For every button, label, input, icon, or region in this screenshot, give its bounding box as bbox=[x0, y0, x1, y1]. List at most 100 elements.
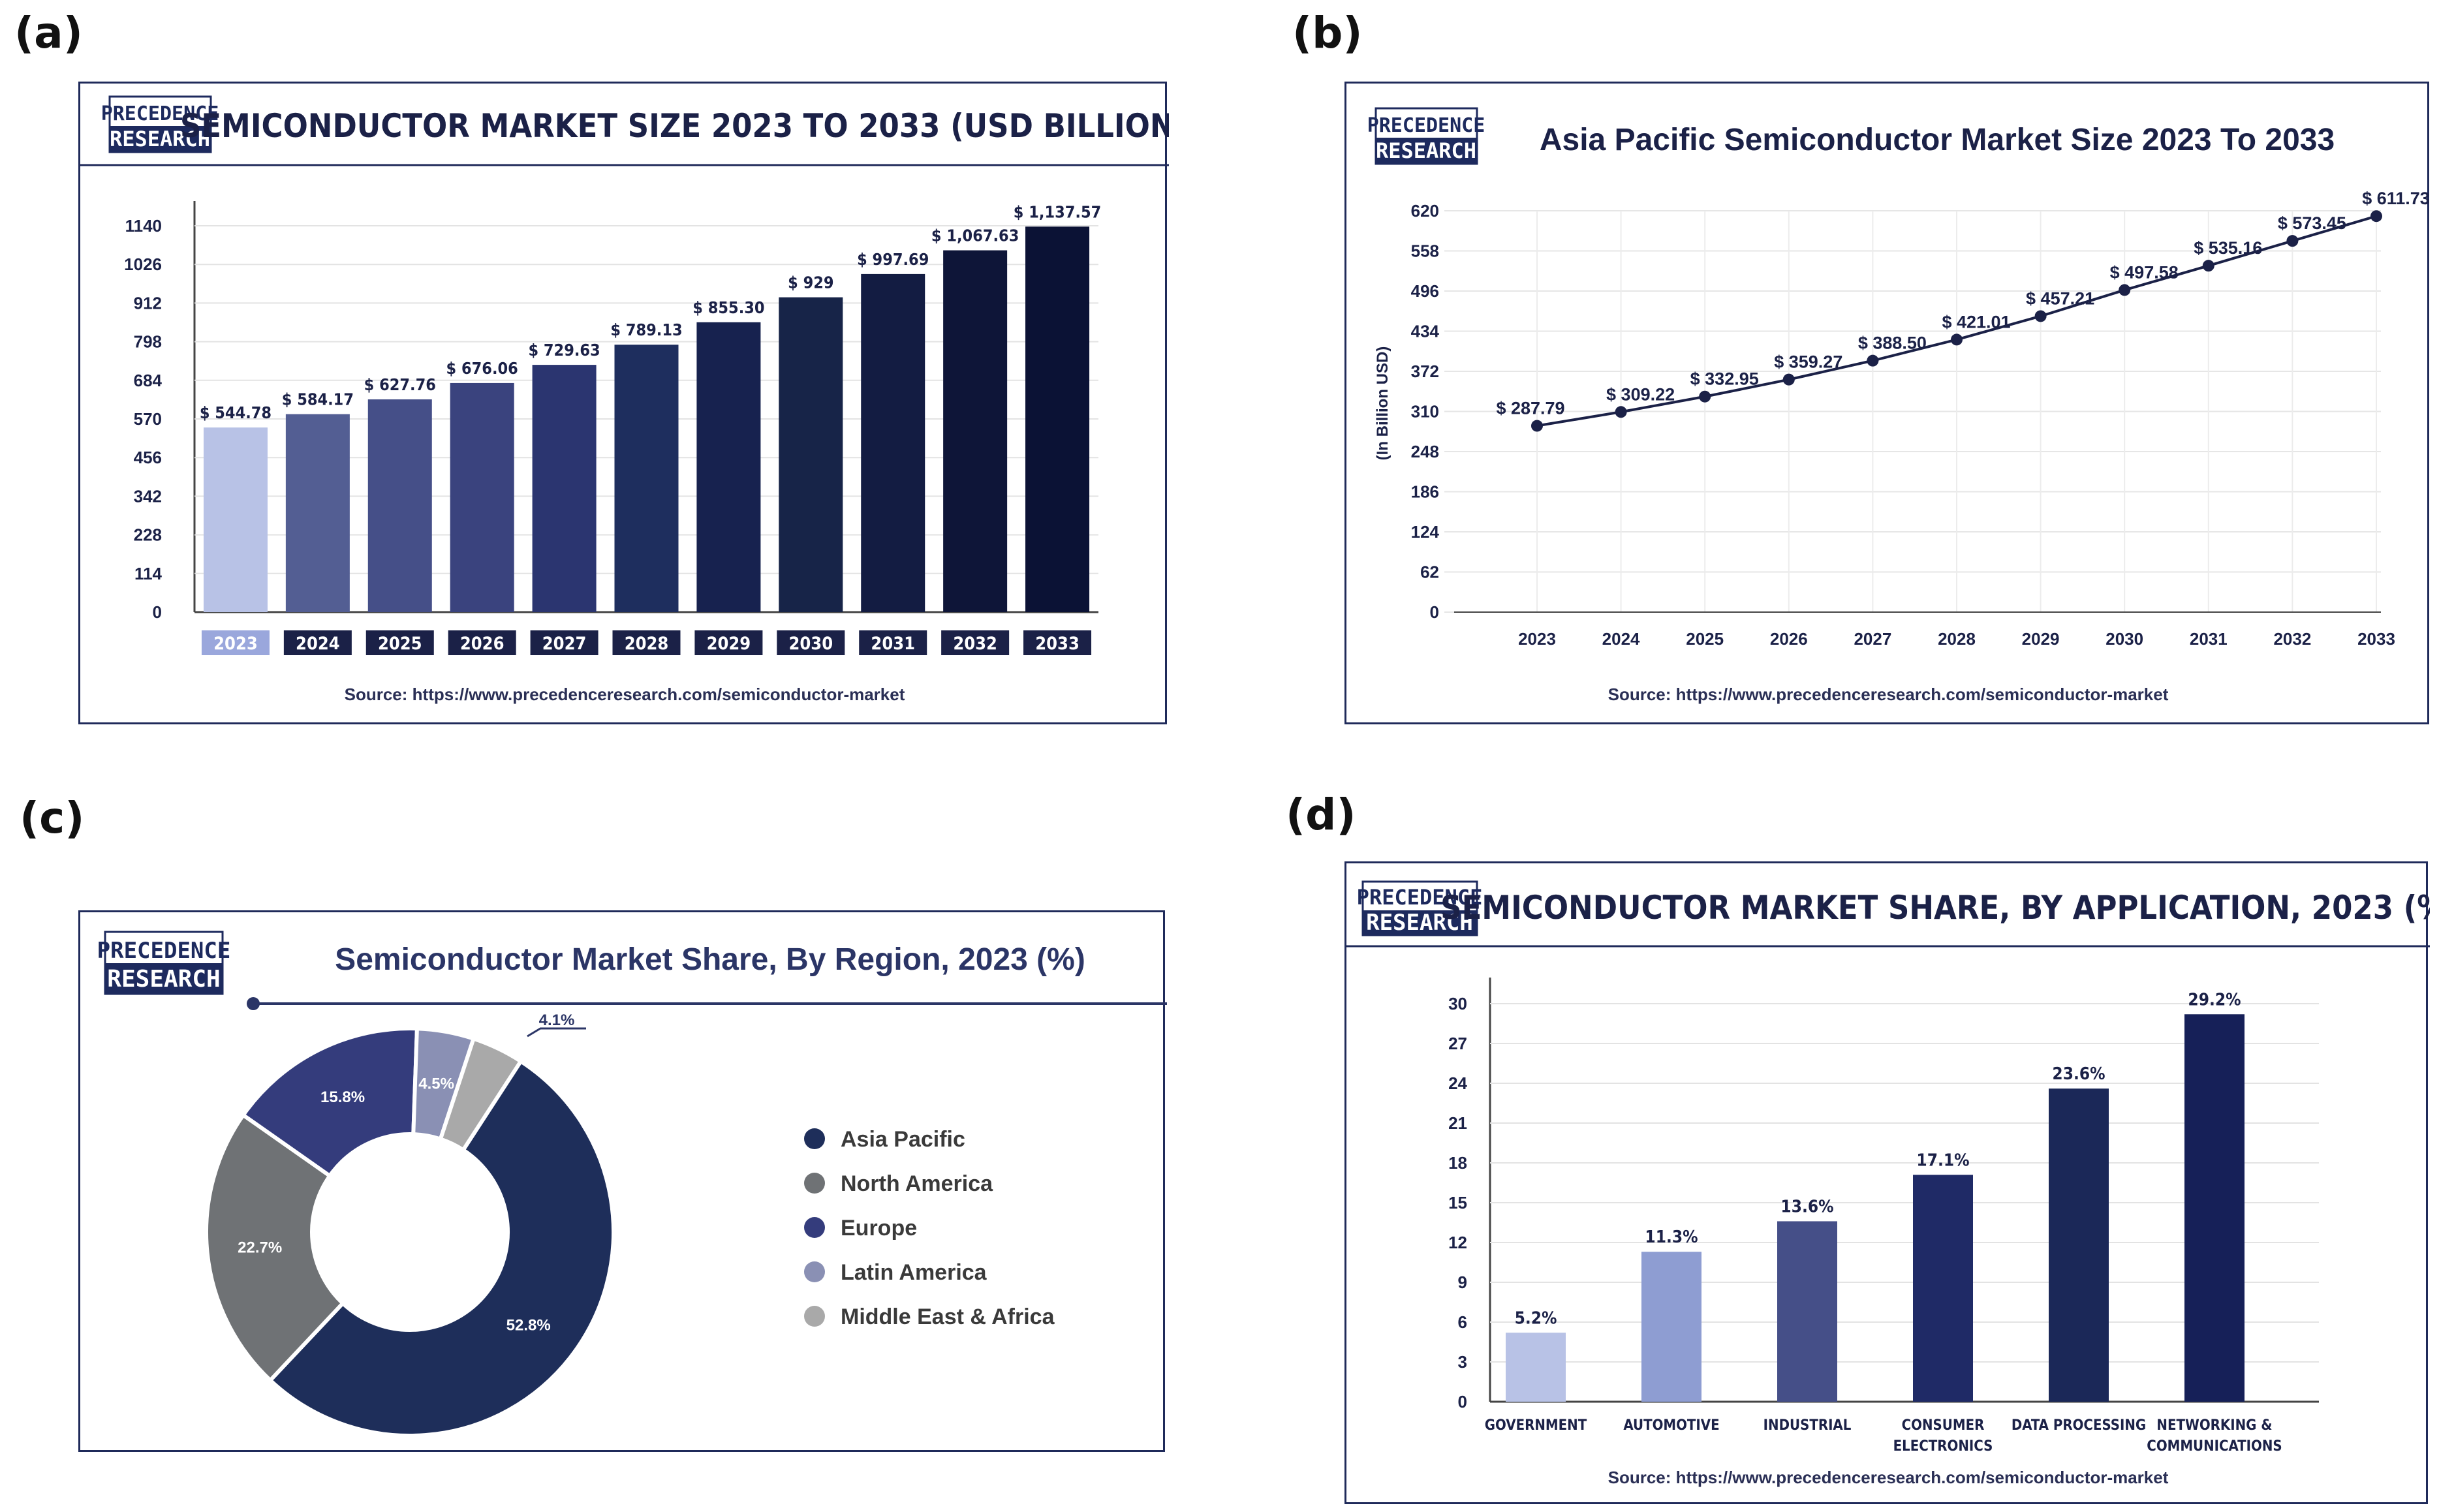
pie-slice bbox=[240, 1026, 420, 1179]
chart-a-svg: PRECEDENCE RESEARCH SEMICONDUCTOR MARKET… bbox=[80, 95, 1169, 704]
bar-value-label: $ 584.17 bbox=[282, 390, 354, 409]
y-tick-label: 570 bbox=[134, 409, 162, 429]
y-tick-label: 342 bbox=[134, 486, 162, 506]
legend-marker bbox=[804, 1261, 825, 1282]
y-tick-label: 27 bbox=[1448, 1034, 1467, 1053]
y-tick-label: 186 bbox=[1411, 482, 1439, 502]
x-tick-label: 2030 bbox=[2105, 629, 2143, 649]
x-tick-badge bbox=[694, 630, 763, 655]
x-tick-label: ELECTRONICS bbox=[1893, 1438, 1993, 1455]
bar bbox=[367, 399, 432, 612]
x-tick-label: 2032 bbox=[2273, 629, 2311, 649]
bar-value-label: 17.1% bbox=[1916, 1150, 1969, 1170]
data-point bbox=[1699, 390, 1711, 403]
x-tick-label: GOVERNMENT bbox=[1485, 1417, 1587, 1434]
panel-label-d: (d) bbox=[1286, 790, 1356, 840]
bar bbox=[2049, 1088, 2109, 1402]
x-tick-label: COMMUNICATIONS bbox=[2147, 1438, 2282, 1455]
y-tick-label: 124 bbox=[1411, 522, 1440, 542]
leader-line bbox=[527, 1027, 586, 1038]
bar-value-label: 29.2% bbox=[2188, 990, 2241, 1010]
y-tick-label: 12 bbox=[1448, 1233, 1467, 1252]
x-tick-badge bbox=[448, 630, 516, 655]
bar-value-label: 5.2% bbox=[1515, 1308, 1557, 1328]
data-point bbox=[1951, 333, 1963, 346]
pie-slice bbox=[438, 1036, 524, 1153]
legend-label: North America bbox=[841, 1171, 993, 1196]
y-tick-label: 310 bbox=[1411, 402, 1439, 422]
bar-value-label: 11.3% bbox=[1645, 1227, 1698, 1247]
y-tick-label: 3 bbox=[1458, 1352, 1467, 1372]
logo: PRECEDENCE RESEARCH bbox=[1367, 107, 1485, 165]
bar bbox=[203, 427, 268, 612]
bar-value-label: $ 676.06 bbox=[446, 359, 518, 378]
chart-c-svg: PRECEDENCE RESEARCH Semiconductor Market… bbox=[97, 931, 1167, 1438]
logo-line2: RESEARCH bbox=[107, 966, 220, 993]
data-point bbox=[2034, 310, 2047, 322]
legend-label: Europe bbox=[841, 1216, 917, 1241]
x-tick-label: 2025 bbox=[1686, 629, 1724, 649]
y-tick-label: 6 bbox=[1458, 1312, 1467, 1332]
point-value-label: $ 332.95 bbox=[1690, 369, 1759, 389]
legend-marker bbox=[804, 1128, 825, 1149]
y-tick-label: 9 bbox=[1458, 1273, 1467, 1292]
legend-label: Asia Pacific bbox=[841, 1127, 965, 1152]
y-tick-label: 18 bbox=[1448, 1153, 1467, 1173]
bar bbox=[861, 273, 925, 612]
x-tick-label: 2033 bbox=[1035, 634, 1080, 654]
bar bbox=[1913, 1175, 1973, 1402]
data-point bbox=[2202, 260, 2214, 272]
y-tick-label: 114 bbox=[134, 564, 162, 583]
point-value-label: $ 457.21 bbox=[2026, 288, 2094, 308]
x-tick-label: INDUSTRIAL bbox=[1763, 1417, 1852, 1434]
chart-title: SEMICONDUCTOR MARKET SIZE 2023 TO 2033 (… bbox=[180, 107, 1169, 145]
x-tick-label: 2031 bbox=[2190, 629, 2228, 649]
y-tick-label: 30 bbox=[1448, 994, 1467, 1013]
chart-title: Asia Pacific Semiconductor Market Size 2… bbox=[1540, 123, 2335, 157]
x-tick-badge bbox=[530, 630, 598, 655]
x-tick-badge bbox=[612, 630, 681, 655]
x-tick-label: 2032 bbox=[953, 634, 997, 654]
point-value-label: $ 573.45 bbox=[2278, 213, 2346, 233]
bar bbox=[450, 382, 514, 612]
chart-source: Source: https://www.precedenceresearch.c… bbox=[1608, 685, 2169, 704]
bar bbox=[614, 345, 679, 612]
bar bbox=[1506, 1333, 1566, 1402]
bar bbox=[532, 365, 597, 612]
logo-line2: RESEARCH bbox=[110, 127, 210, 151]
legend-label: Latin America bbox=[841, 1260, 987, 1285]
x-tick-label: 2026 bbox=[460, 634, 505, 654]
x-tick-label: 2023 bbox=[1518, 629, 1556, 649]
y-tick-label: 912 bbox=[134, 293, 162, 313]
logo-line1: PRECEDENCE bbox=[97, 938, 231, 964]
chart-title: Semiconductor Market Share, By Region, 2… bbox=[335, 942, 1085, 977]
chart-a-card: PRECEDENCE RESEARCH SEMICONDUCTOR MARKET… bbox=[78, 82, 1169, 724]
chart-c-card: PRECEDENCE RESEARCH Semiconductor Market… bbox=[78, 910, 1167, 1452]
x-tick-label: DATA PROCESSING bbox=[2012, 1417, 2146, 1434]
logo-line1: PRECEDENCE bbox=[1367, 114, 1485, 137]
y-tick-label: 496 bbox=[1411, 281, 1439, 301]
bar-value-label: $ 1,137.57 bbox=[1014, 202, 1101, 221]
bar bbox=[1025, 226, 1090, 612]
data-point bbox=[2119, 284, 2131, 296]
x-tick-label: 2027 bbox=[1854, 629, 1891, 649]
y-tick-label: 1026 bbox=[124, 255, 162, 274]
bar-value-label: $ 997.69 bbox=[857, 250, 929, 269]
legend-marker bbox=[804, 1217, 825, 1238]
y-tick-label: 248 bbox=[1411, 442, 1439, 461]
x-tick-badge bbox=[201, 630, 270, 655]
logo: PRECEDENCE RESEARCH bbox=[97, 931, 231, 995]
legend-marker bbox=[804, 1306, 825, 1327]
slice-value-label: 15.8% bbox=[320, 1088, 365, 1106]
point-value-label: $ 287.79 bbox=[1496, 399, 1564, 418]
bar-value-label: 23.6% bbox=[2052, 1064, 2105, 1084]
y-tick-label: 21 bbox=[1448, 1113, 1467, 1133]
panel-label-a: (a) bbox=[14, 8, 83, 58]
x-tick-badge bbox=[777, 630, 845, 655]
x-tick-badge bbox=[1023, 630, 1092, 655]
bar-value-label: $ 627.76 bbox=[364, 375, 436, 394]
x-tick-label: 2023 bbox=[213, 634, 258, 654]
y-tick-label: 372 bbox=[1411, 362, 1439, 381]
y-tick-label: 684 bbox=[134, 371, 163, 390]
data-point bbox=[1615, 406, 1627, 418]
